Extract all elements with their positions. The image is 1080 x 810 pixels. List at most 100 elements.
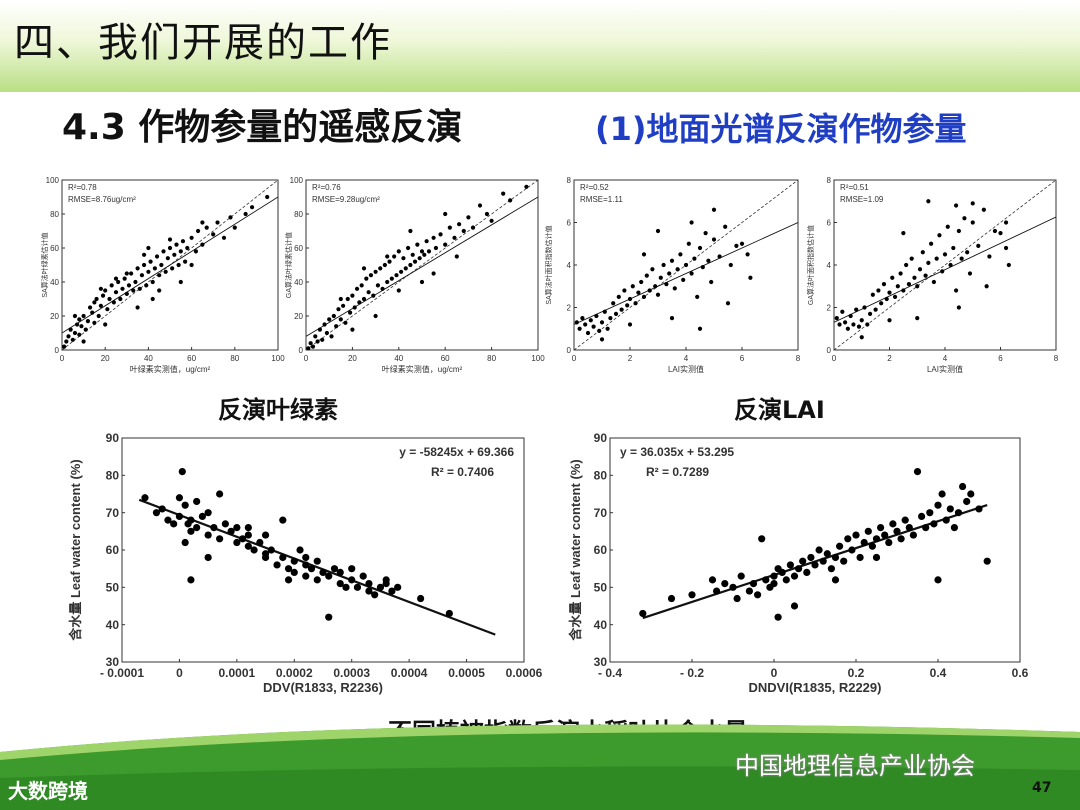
data-point bbox=[319, 568, 327, 576]
data-point bbox=[152, 509, 161, 517]
x-tick-label: 6 bbox=[998, 354, 1003, 363]
annotation-text: R²=0.51 bbox=[840, 183, 869, 192]
y-tick-label: 60 bbox=[294, 244, 303, 253]
data-point bbox=[139, 273, 145, 278]
x-tick-label: 0.0005 bbox=[448, 666, 485, 680]
data-point bbox=[141, 494, 149, 502]
y-tick-label: 8 bbox=[567, 176, 572, 185]
data-point bbox=[131, 288, 136, 293]
data-point bbox=[424, 239, 429, 244]
x-tick-label: 2 bbox=[887, 354, 892, 363]
y-tick-label: 60 bbox=[50, 244, 59, 253]
data-point bbox=[352, 305, 357, 310]
x-tick-label: 4 bbox=[943, 354, 948, 363]
data-point bbox=[221, 520, 229, 528]
data-point bbox=[983, 557, 991, 565]
data-point bbox=[107, 296, 112, 302]
data-point bbox=[956, 228, 961, 234]
data-point bbox=[345, 296, 350, 302]
data-point bbox=[934, 576, 942, 584]
annotation-text: R²=0.78 bbox=[68, 183, 97, 192]
data-point bbox=[909, 256, 914, 261]
data-point bbox=[113, 290, 119, 295]
data-point bbox=[669, 316, 675, 321]
data-point bbox=[848, 313, 853, 319]
data-point bbox=[353, 583, 362, 591]
data-point bbox=[918, 512, 926, 520]
data-point bbox=[466, 215, 471, 220]
data-point bbox=[862, 305, 867, 310]
data-point bbox=[470, 225, 476, 230]
data-point bbox=[396, 249, 401, 254]
data-point bbox=[100, 293, 106, 298]
data-point bbox=[922, 524, 930, 532]
lai-sa-scatter: 0 2 4 6 8 0 2 4 6 8 R²=0.52 RMSE=1.11 LAI实测值 SA算法叶面积指… bbox=[544, 176, 801, 374]
data-point bbox=[889, 520, 897, 528]
data-point bbox=[408, 228, 413, 234]
data-point bbox=[950, 524, 958, 532]
annotation-text: RMSE=1.09 bbox=[840, 195, 884, 204]
x-tick-label: 0.0001 bbox=[219, 666, 256, 680]
data-point bbox=[597, 328, 602, 333]
y-tick-label: 60 bbox=[106, 543, 120, 557]
y-tick-label: 40 bbox=[594, 618, 608, 632]
data-point bbox=[867, 311, 873, 316]
data-point bbox=[72, 330, 78, 336]
data-point bbox=[233, 524, 241, 532]
data-point bbox=[711, 237, 717, 242]
x-tick-label: 0.0006 bbox=[506, 666, 543, 680]
data-point bbox=[290, 557, 298, 565]
data-point bbox=[228, 215, 233, 220]
data-point bbox=[859, 335, 864, 340]
data-point bbox=[233, 538, 241, 547]
data-point bbox=[904, 262, 909, 268]
data-point bbox=[923, 273, 928, 278]
data-point bbox=[937, 233, 942, 238]
data-point bbox=[364, 276, 369, 281]
section-title: 4.3 作物参量的遥感反演 bbox=[62, 107, 463, 148]
water-ddv-scatter: 30 40 50 60 70 80 90 - 0.0001 0 0.0001 0.0002 0.000… bbox=[68, 431, 543, 695]
data-point bbox=[981, 207, 986, 212]
data-point bbox=[204, 531, 212, 539]
data-point bbox=[366, 290, 371, 295]
data-point bbox=[124, 271, 129, 276]
data-point bbox=[157, 288, 162, 293]
y-tick-label: 70 bbox=[106, 506, 120, 520]
data-point bbox=[697, 245, 703, 251]
data-point bbox=[848, 546, 856, 554]
data-point bbox=[172, 252, 177, 257]
data-point bbox=[681, 277, 686, 282]
data-point bbox=[161, 249, 166, 254]
data-point bbox=[244, 524, 252, 532]
data-point bbox=[317, 327, 323, 332]
data-point bbox=[178, 279, 183, 285]
data-point bbox=[92, 320, 97, 325]
data-point bbox=[261, 553, 270, 562]
data-point bbox=[967, 490, 975, 498]
data-point bbox=[790, 572, 799, 580]
data-point bbox=[489, 218, 494, 223]
data-point bbox=[876, 288, 881, 293]
data-point bbox=[389, 276, 394, 281]
data-point bbox=[688, 591, 696, 599]
x-tick-label: 4 bbox=[684, 354, 689, 363]
data-point bbox=[77, 332, 82, 337]
data-point bbox=[249, 205, 255, 210]
data-point bbox=[962, 216, 967, 221]
data-point bbox=[66, 334, 71, 339]
data-point bbox=[216, 535, 224, 543]
data-point bbox=[591, 324, 596, 329]
y-axis-label: SA算法叶绿素估计值 bbox=[40, 232, 49, 297]
data-point bbox=[415, 242, 420, 247]
x-tick-label: 0.6 bbox=[1012, 666, 1029, 680]
data-point bbox=[279, 516, 287, 524]
data-point bbox=[341, 303, 346, 308]
data-point bbox=[148, 259, 153, 264]
data-point bbox=[831, 553, 840, 562]
data-point bbox=[322, 322, 327, 327]
data-point bbox=[438, 232, 443, 237]
data-point bbox=[901, 516, 909, 524]
data-point bbox=[232, 225, 237, 230]
data-point bbox=[655, 292, 661, 297]
x-tick-label: 0 bbox=[572, 354, 577, 363]
